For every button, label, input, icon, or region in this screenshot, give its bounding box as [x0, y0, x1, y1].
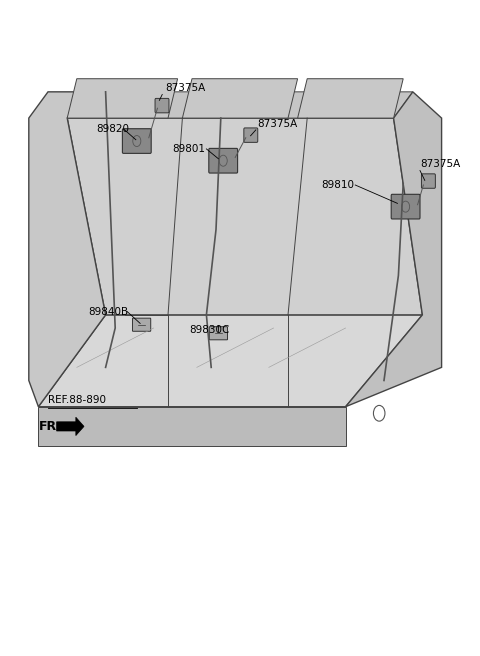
- Text: 89840B: 89840B: [88, 306, 128, 317]
- Polygon shape: [38, 407, 346, 446]
- FancyBboxPatch shape: [122, 129, 151, 154]
- FancyBboxPatch shape: [132, 318, 151, 331]
- Polygon shape: [67, 118, 422, 315]
- Text: FR.: FR.: [39, 420, 62, 433]
- Text: 89820: 89820: [96, 124, 129, 134]
- Polygon shape: [29, 92, 106, 407]
- Text: REF.88-890: REF.88-890: [48, 395, 106, 405]
- FancyBboxPatch shape: [421, 174, 435, 188]
- Polygon shape: [346, 92, 442, 407]
- FancyBboxPatch shape: [391, 194, 420, 219]
- Text: 87375A: 87375A: [166, 83, 206, 93]
- Text: 87375A: 87375A: [420, 159, 460, 169]
- FancyBboxPatch shape: [244, 128, 258, 142]
- Polygon shape: [298, 79, 403, 118]
- Polygon shape: [38, 315, 422, 407]
- FancyBboxPatch shape: [155, 98, 169, 113]
- Text: 89801: 89801: [172, 144, 205, 154]
- Text: 89830C: 89830C: [190, 325, 230, 335]
- FancyBboxPatch shape: [209, 148, 238, 173]
- Polygon shape: [182, 79, 298, 118]
- Polygon shape: [67, 92, 413, 118]
- Polygon shape: [67, 79, 178, 118]
- Text: 87375A: 87375A: [257, 119, 297, 129]
- Polygon shape: [57, 417, 84, 436]
- Text: 89810: 89810: [321, 180, 354, 190]
- FancyBboxPatch shape: [209, 327, 228, 340]
